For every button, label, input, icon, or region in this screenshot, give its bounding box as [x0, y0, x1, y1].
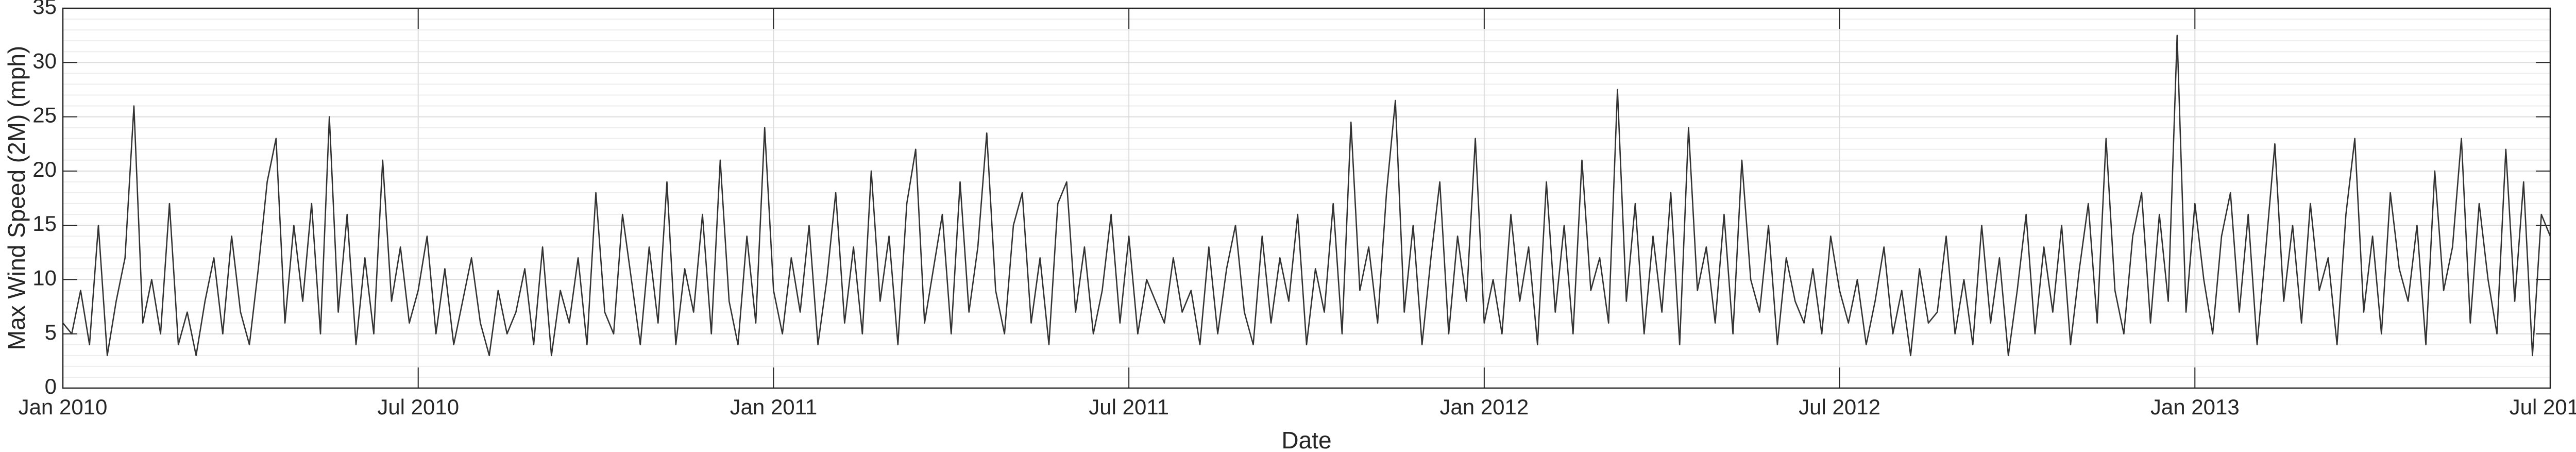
- y-axis-label: Max Wind Speed (2M) (mph): [3, 46, 30, 350]
- x-tick-label: Jan 2012: [1439, 395, 1529, 419]
- y-tick-label: 0: [45, 374, 57, 398]
- y-tick-label: 25: [32, 103, 57, 127]
- data-line: [62, 35, 2551, 357]
- y-tick-label: 15: [32, 211, 57, 236]
- x-tick-label: Jul 2013: [2510, 395, 2576, 419]
- y-tick-label: 10: [32, 266, 57, 290]
- x-tick-label: Jul 2012: [1799, 395, 1880, 419]
- y-tick-label: 5: [45, 320, 57, 344]
- x-tick-label: Jul 2010: [377, 395, 459, 419]
- y-tick-label: 30: [32, 48, 57, 73]
- y-tick-label: 35: [32, 0, 57, 19]
- x-tick-label: Jan 2010: [19, 395, 108, 419]
- x-tick-label: Jan 2013: [2150, 395, 2240, 419]
- plot-frame: [62, 7, 2551, 389]
- x-axis-label: Date: [1281, 427, 1331, 452]
- x-tick-label: Jan 2011: [730, 395, 818, 419]
- y-tick-label: 20: [32, 157, 57, 181]
- x-tick-label: Jul 2011: [1089, 395, 1169, 419]
